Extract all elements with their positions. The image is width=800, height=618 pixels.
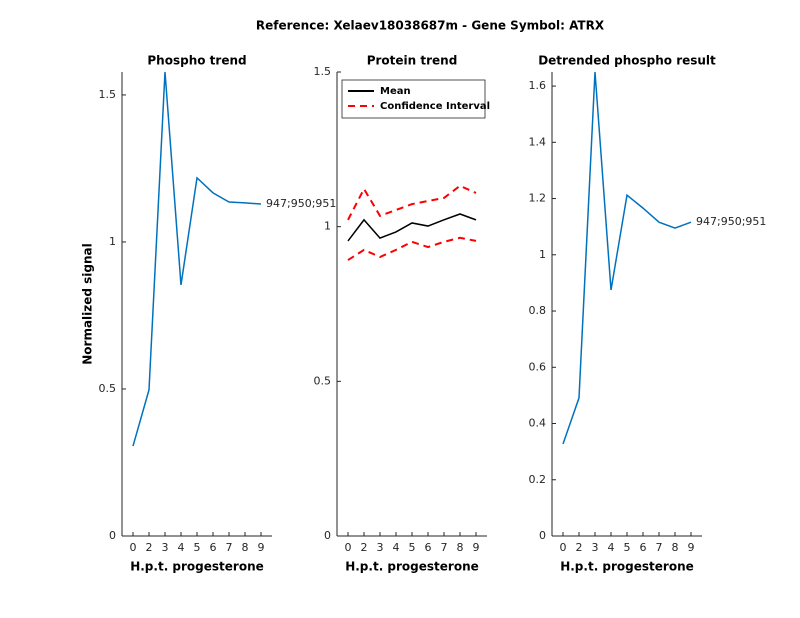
y-tick-label: 1.5	[314, 65, 332, 78]
legend-label: Mean	[380, 86, 411, 97]
x-tick-label: 4	[608, 541, 615, 554]
x-tick-label: 8	[242, 541, 249, 554]
y-tick-label: 1.2	[529, 192, 547, 205]
legend-label: Confidence Interval	[380, 101, 490, 112]
x-tick-label: 2	[576, 541, 583, 554]
chart-title: Phospho trend	[147, 54, 246, 68]
x-tick-label: 2	[146, 541, 153, 554]
y-tick-label: 0.2	[529, 473, 547, 486]
x-tick-label: 9	[473, 541, 480, 554]
x-tick-label: 4	[393, 541, 400, 554]
x-tick-label: 3	[162, 541, 169, 554]
chart-title: Protein trend	[367, 54, 458, 68]
x-tick-label: 8	[672, 541, 679, 554]
y-tick-label: 0	[109, 529, 116, 542]
x-tick-label: 6	[425, 541, 432, 554]
y-tick-label: 0	[539, 529, 546, 542]
y-tick-label: 0.5	[99, 382, 117, 395]
line-annotation: 947;950;951	[266, 197, 336, 210]
y-tick-label: 0	[324, 529, 331, 542]
ci-lower-line	[347, 236, 477, 261]
x-tick-label: 7	[226, 541, 233, 554]
x-tick-label: 3	[592, 541, 599, 554]
y-tick-label: 1	[324, 220, 331, 233]
data-line	[132, 71, 262, 447]
x-tick-label: 5	[194, 541, 201, 554]
y-tick-label: 0.5	[314, 374, 332, 387]
ci-upper-line	[347, 184, 477, 221]
x-tick-label: 6	[640, 541, 647, 554]
figure-title: Reference: Xelaev18038687m - Gene Symbol…	[256, 19, 605, 33]
y-tick-label: 1.6	[529, 79, 547, 92]
x-tick-label: 3	[377, 541, 384, 554]
x-tick-label: 4	[178, 541, 185, 554]
y-tick-label: 0.6	[529, 360, 547, 373]
x-tick-label: 0	[345, 541, 352, 554]
x-axis-label: H.p.t. progesterone	[345, 560, 479, 574]
x-axis-label: H.p.t. progesterone	[130, 560, 264, 574]
x-tick-label: 5	[624, 541, 631, 554]
x-tick-label: 2	[361, 541, 368, 554]
legend-box	[341, 79, 486, 119]
x-axis-label: H.p.t. progesterone	[560, 560, 694, 574]
chart-title: Detrended phospho result	[538, 54, 716, 68]
y-tick-label: 1.4	[529, 135, 547, 148]
x-tick-label: 9	[688, 541, 695, 554]
y-tick-label: 1	[109, 235, 116, 248]
data-line	[347, 213, 477, 242]
y-tick-label: 0.8	[529, 304, 547, 317]
y-tick-label: 1	[539, 248, 546, 261]
x-tick-label: 0	[560, 541, 567, 554]
y-tick-label: 1.5	[99, 88, 117, 101]
x-tick-label: 5	[409, 541, 416, 554]
y-axis-label: Normalized signal	[81, 243, 95, 365]
x-tick-label: 7	[656, 541, 663, 554]
x-tick-label: 7	[441, 541, 448, 554]
x-tick-label: 6	[210, 541, 217, 554]
x-tick-label: 8	[457, 541, 464, 554]
x-tick-label: 0	[130, 541, 137, 554]
line-annotation: 947;950;951	[696, 215, 766, 228]
data-line	[562, 71, 692, 445]
x-tick-label: 9	[258, 541, 265, 554]
y-tick-label: 0.4	[529, 417, 547, 430]
